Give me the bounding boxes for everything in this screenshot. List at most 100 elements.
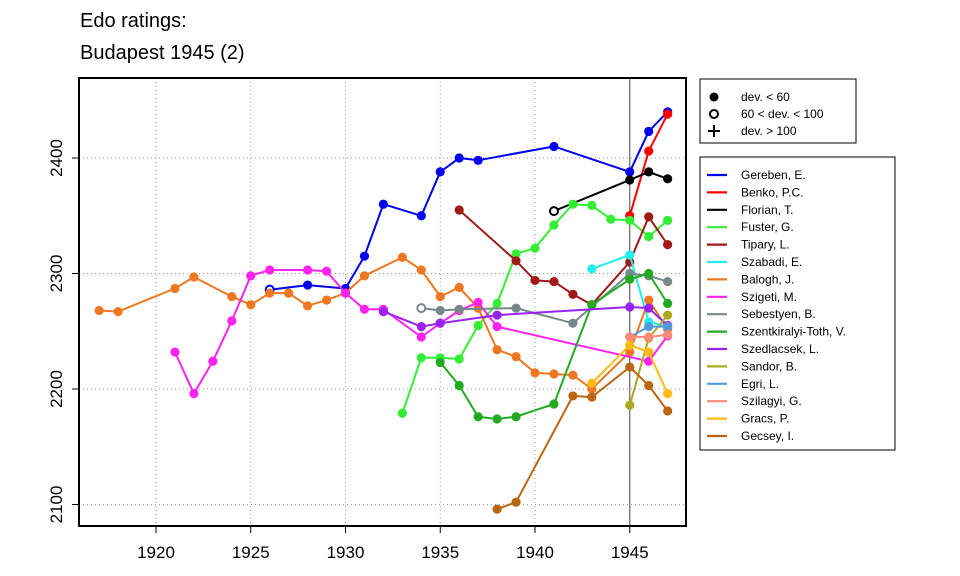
data-point (303, 265, 313, 275)
data-point (435, 318, 445, 328)
data-point (587, 392, 597, 402)
data-point (492, 322, 502, 332)
data-point (265, 288, 275, 298)
data-point (359, 251, 370, 261)
data-point (511, 497, 521, 507)
data-point (625, 400, 635, 410)
plus-symbol (708, 125, 720, 137)
data-point (170, 283, 180, 294)
series-line (496, 366, 669, 511)
data-point (663, 215, 673, 225)
data-point (625, 302, 635, 312)
data-point (644, 231, 654, 242)
data-point (473, 320, 483, 331)
data-point (227, 316, 237, 326)
series-line (591, 344, 669, 395)
series-line (173, 269, 669, 395)
data-point (663, 406, 673, 416)
data-point (587, 378, 597, 388)
data-point (644, 167, 654, 177)
data-point (359, 304, 370, 314)
series-4 (397, 199, 673, 418)
data-point (511, 412, 521, 422)
data-point (530, 368, 540, 378)
legend-label: Szilagyi, G. (741, 394, 802, 408)
data-point-open (416, 303, 427, 314)
legend-label: Tipary, L. (741, 238, 790, 252)
y-tick-label: 2200 (47, 370, 66, 408)
data-point (359, 271, 370, 281)
series-5 (454, 205, 673, 310)
data-point (492, 310, 502, 320)
data-point (303, 301, 313, 311)
data-point (663, 389, 673, 399)
data-point (454, 282, 464, 292)
series-15 (587, 340, 673, 399)
data-point (511, 249, 521, 259)
data-point (663, 330, 673, 340)
data-point (644, 332, 654, 342)
data-point (378, 307, 388, 317)
x-tick-label: 1930 (327, 543, 365, 562)
deviation-legend-box (699, 78, 857, 144)
y-tick-label: 2300 (47, 255, 66, 293)
data-point (644, 380, 654, 391)
y-tick-label: 2100 (47, 486, 66, 524)
legend-label: Szedlacsek, L. (741, 342, 819, 356)
data-point (435, 357, 445, 368)
chart-title: Edo ratings: (80, 10, 187, 32)
data-point (454, 380, 464, 391)
plot-frame (78, 77, 687, 527)
x-tick-label: 1940 (516, 543, 554, 562)
data-point (625, 215, 635, 225)
data-point (378, 199, 388, 209)
series-line (591, 254, 668, 328)
x-tick-label: 1925 (232, 543, 270, 562)
y-tick-label: 2400 (47, 139, 66, 177)
data-point (397, 408, 407, 418)
data-point (303, 280, 313, 290)
data-point (625, 167, 635, 177)
data-point (435, 305, 445, 316)
filled-circle-symbol (709, 92, 719, 102)
data-point (549, 220, 559, 230)
data-point (530, 275, 540, 286)
data-point (625, 340, 635, 350)
legend-label: Szabadi, E. (741, 255, 802, 269)
data-point (625, 274, 635, 284)
series-16 (492, 362, 673, 514)
data-point (227, 292, 237, 302)
data-point (189, 389, 199, 399)
legend-label: Gecsey, I. (741, 429, 794, 443)
legend-label: Gracs, P. (741, 412, 789, 426)
legend-label: Florian, T. (741, 203, 793, 217)
data-point (644, 303, 654, 313)
chart-subtitle: Budapest 1945 (2) (80, 42, 245, 64)
data-point (454, 354, 464, 364)
data-point (454, 153, 464, 163)
deviation-legend: dev. < 60 60 < dev. < 100 dev. > 100 (699, 78, 857, 144)
data-point (663, 298, 673, 309)
data-point (568, 199, 578, 209)
data-point (644, 347, 654, 357)
data-point (568, 370, 578, 380)
x-tick-label: 1935 (421, 543, 459, 562)
series-line (553, 170, 668, 213)
data-point (473, 412, 483, 422)
data-point (587, 264, 597, 274)
data-point (492, 298, 502, 309)
data-point (321, 266, 332, 276)
data-point (246, 300, 256, 310)
series-line (99, 256, 669, 390)
data-point (663, 322, 673, 332)
data-point (189, 272, 199, 282)
data-point (416, 265, 426, 275)
data-point (511, 303, 521, 313)
data-point (568, 318, 578, 328)
x-tick-label: 1920 (137, 543, 175, 562)
data-point (625, 175, 635, 185)
axes: 1920 1925 1930 1935 1940 1945 2100 2200 2300 2400 (47, 139, 649, 562)
data-point (340, 288, 351, 298)
data-point (663, 276, 673, 287)
